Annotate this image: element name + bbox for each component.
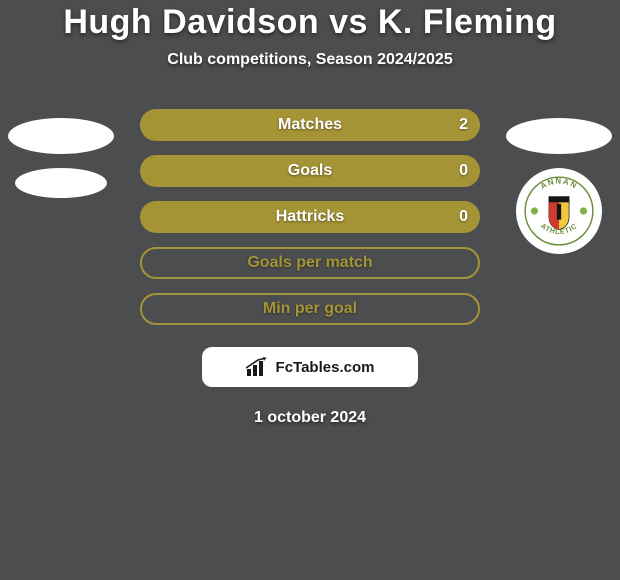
stats-list: Matches 2 Goals 0 Hattricks 0 Goals per … <box>140 109 480 325</box>
club-crest-annan: ANNAN ATHLETIC <box>516 168 602 254</box>
team-badge-placeholder <box>15 168 107 198</box>
bars-icon <box>246 357 270 377</box>
stat-label: Goals <box>288 162 332 180</box>
crest-icon: ANNAN ATHLETIC <box>523 175 595 247</box>
stat-bar: Goals per match <box>140 247 480 279</box>
footer-date: 1 october 2024 <box>0 409 620 427</box>
page-title: Hugh Davidson vs K. Fleming <box>0 4 620 41</box>
stat-right-value: 0 <box>459 155 468 187</box>
stat-bar: Hattricks 0 <box>140 201 480 233</box>
stat-right-value: 0 <box>459 201 468 233</box>
stat-label: Min per goal <box>263 300 357 318</box>
stat-label: Hattricks <box>276 208 344 226</box>
team-badge-placeholder <box>506 118 612 154</box>
team-badge-placeholder <box>8 118 114 154</box>
stat-bar: Matches 2 <box>140 109 480 141</box>
stat-label: Matches <box>278 116 342 134</box>
stat-bar: Goals 0 <box>140 155 480 187</box>
stat-label: Goals per match <box>247 254 372 272</box>
stat-bar: Min per goal <box>140 293 480 325</box>
branding-pill: FcTables.com <box>202 347 418 387</box>
page-subtitle: Club competitions, Season 2024/2025 <box>0 51 620 69</box>
comparison-card: Hugh Davidson vs K. Fleming Club competi… <box>0 0 620 580</box>
right-badge-column: ANNAN ATHLETIC <box>504 118 614 254</box>
branding-label: FcTables.com <box>276 359 375 376</box>
stat-right-value: 2 <box>459 109 468 141</box>
left-badge-column <box>6 118 116 198</box>
